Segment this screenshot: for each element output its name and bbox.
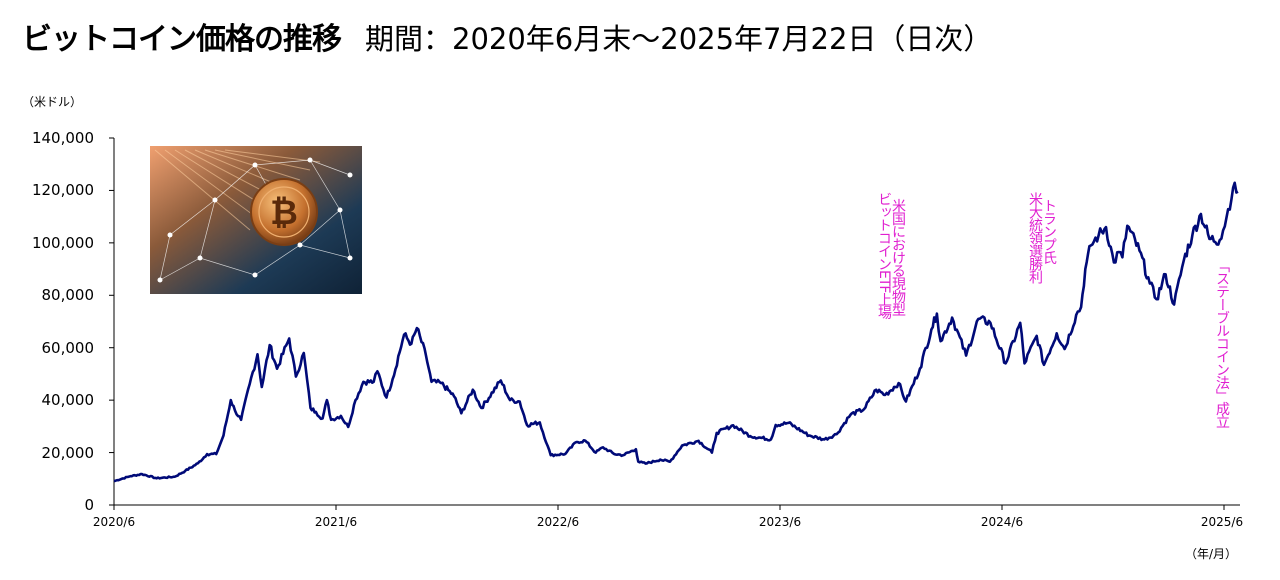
y-tick-label: 100,000 [31, 234, 94, 252]
x-tick-label: 2020/6 [92, 515, 136, 529]
x-tick-label: 2025/6 [1200, 515, 1244, 529]
y-tick-label: 60,000 [41, 339, 95, 357]
chart-title-sub: 期間：2020年6月末～2025年7月22日（日次） [365, 22, 993, 56]
y-tick-label: 20,000 [41, 444, 95, 462]
axes [109, 137, 1240, 510]
y-tick-label: 140,000 [31, 129, 94, 147]
bitcoin-photo: ₿ [150, 146, 362, 294]
y-tick-label: 0 [84, 496, 94, 514]
x-tick-label: 2023/6 [758, 515, 802, 529]
price-line [113, 181, 1239, 483]
x-axis-unit: （年/月） [1185, 547, 1238, 561]
y-tick-label: 80,000 [41, 286, 95, 304]
chart-title-main: ビットコイン価格の推移 [22, 22, 342, 57]
y-tick-label: 120,000 [31, 181, 94, 199]
y-axis-unit: （米ドル） [22, 95, 83, 109]
x-tick-label: 2022/6 [536, 515, 580, 529]
annotation-etf: 米国における現物型 ビットコインETF上場 [876, 192, 906, 319]
x-tick-label: 2024/6 [980, 515, 1024, 529]
x-tick-label: 2021/6 [314, 515, 358, 529]
chart-title: ビットコイン価格の推移 期間：2020年6月末～2025年7月22日（日次） [22, 14, 992, 58]
annotation-trump: トランプ氏 米大統領選勝利 [1027, 192, 1057, 283]
annotation-stablecoin: 「ステーブルコイン法」成立 [1214, 258, 1230, 428]
y-tick-label: 40,000 [41, 391, 95, 409]
bitcoin-symbol-icon: ₿ [270, 193, 298, 233]
